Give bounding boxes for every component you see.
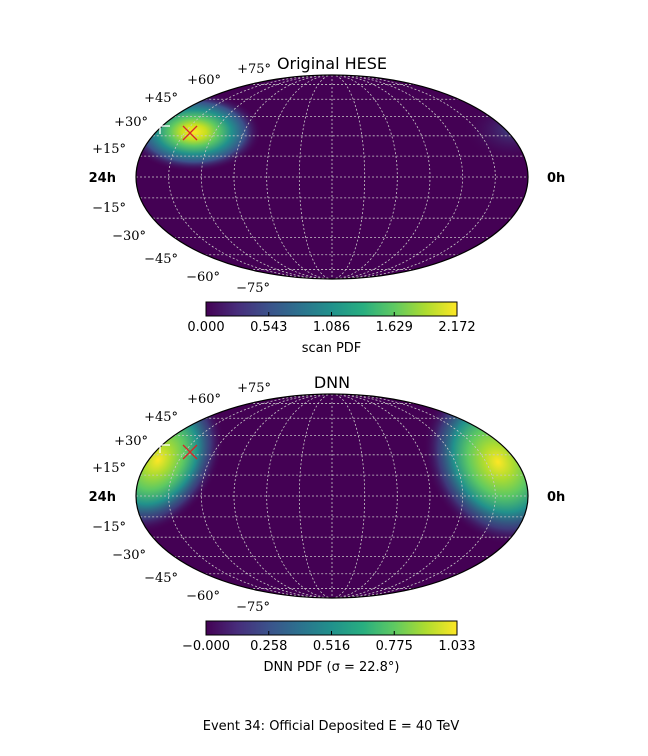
graticule-meridian <box>331 75 464 279</box>
true-direction-marker <box>182 444 198 460</box>
dec-label: −15° <box>92 520 126 535</box>
colorbar-ticks <box>205 631 458 635</box>
dec-label: −75° <box>236 281 270 296</box>
dec-labels: +75° +60° +45° +30° +15° −15° −30° −45° … <box>92 62 271 296</box>
graticule-meridian <box>331 394 398 598</box>
dec-label: +15° <box>92 142 126 157</box>
graticule-meridian <box>331 394 464 598</box>
colorbar-tick-label: 2.172 <box>438 320 475 335</box>
graticule-meridian <box>331 75 496 279</box>
colorbar-label: DNN PDF (σ = 22.8°) <box>263 660 399 675</box>
dec-label: −45° <box>144 252 178 267</box>
graticule-meridian <box>331 75 366 279</box>
figure-caption: Event 34: Official Deposited E = 40 TeV <box>203 719 460 734</box>
dec-label: −15° <box>92 201 126 216</box>
colorbar: −0.000 0.258 0.516 0.775 1.033 DNN PDF (… <box>182 620 476 675</box>
graticule-meridian <box>298 75 333 279</box>
sky-map-hese: Original HESE +75° +60° +45° +30° +15° −… <box>89 54 566 356</box>
dec-label: −60° <box>186 589 220 604</box>
graticule-meridian <box>331 75 398 279</box>
graticule-meridian <box>168 75 333 279</box>
colorbar-tick-label: 1.629 <box>376 320 413 335</box>
graticule-meridian <box>266 75 333 279</box>
dec-label: −30° <box>112 548 146 563</box>
colorbar-tick-label: 0.543 <box>250 320 287 335</box>
true-direction-marker <box>182 125 198 141</box>
sky-map-hotspot-right <box>423 394 528 546</box>
graticule-meridian <box>331 394 431 598</box>
dec-label: +30° <box>114 434 148 449</box>
graticule-meridian <box>331 394 366 598</box>
colorbar-tick-label: 1.033 <box>438 639 475 654</box>
secondary-marker <box>154 439 170 453</box>
graticule-meridian <box>331 75 431 279</box>
graticule-meridian <box>331 394 496 598</box>
sky-map-border <box>135 74 529 280</box>
dec-label: +15° <box>92 461 126 476</box>
dec-label: +75° <box>237 381 271 396</box>
colorbar-tick-label: 1.086 <box>313 320 350 335</box>
dec-label: −30° <box>112 229 146 244</box>
dec-label: −75° <box>236 600 270 615</box>
secondary-marker <box>154 120 170 134</box>
colorbar: 0.000 0.543 1.086 1.629 2.172 scan PDF <box>187 301 476 356</box>
graticule-meridian <box>200 394 333 598</box>
dec-label: +60° <box>187 73 221 88</box>
dec-label: −45° <box>144 571 178 586</box>
ra-left-label: 24h <box>89 171 116 186</box>
graticule-meridian <box>168 394 333 598</box>
ra-right-label: 0h <box>547 490 565 505</box>
dec-label: +60° <box>187 392 221 407</box>
graticule-meridian <box>298 394 333 598</box>
graticule-meridian <box>200 75 333 279</box>
graticule <box>136 394 528 598</box>
dec-label: +30° <box>114 115 148 130</box>
colorbar-tick-label: 0.775 <box>376 639 413 654</box>
colorbar-tick-label: −0.000 <box>182 639 230 654</box>
colorbar-label: scan PDF <box>302 341 362 356</box>
sky-map-dnn: DNN +75° +60° +45° +30° +15° −15° −30° −… <box>89 373 566 675</box>
graticule-meridian <box>266 394 333 598</box>
map-title: Original HESE <box>277 54 387 73</box>
dec-label: +75° <box>237 62 271 77</box>
colorbar-tick-label: 0.258 <box>250 639 287 654</box>
sky-map-faint-lobe <box>462 98 528 162</box>
graticule <box>136 75 528 279</box>
dec-label: −60° <box>186 270 220 285</box>
sky-map-border <box>135 393 529 599</box>
colorbar-ticks <box>205 312 458 316</box>
graticule-meridian <box>233 394 333 598</box>
dec-label: +45° <box>144 91 178 106</box>
colorbar-tick-label: 0.516 <box>313 639 350 654</box>
ra-right-label: 0h <box>547 171 565 186</box>
dec-label: +45° <box>144 410 178 425</box>
dec-labels: +75° +60° +45° +30° +15° −15° −30° −45° … <box>92 381 271 615</box>
map-title: DNN <box>314 373 350 392</box>
graticule-meridian <box>233 75 333 279</box>
colorbar-tick-label: 0.000 <box>187 320 224 335</box>
ra-left-label: 24h <box>89 490 116 505</box>
